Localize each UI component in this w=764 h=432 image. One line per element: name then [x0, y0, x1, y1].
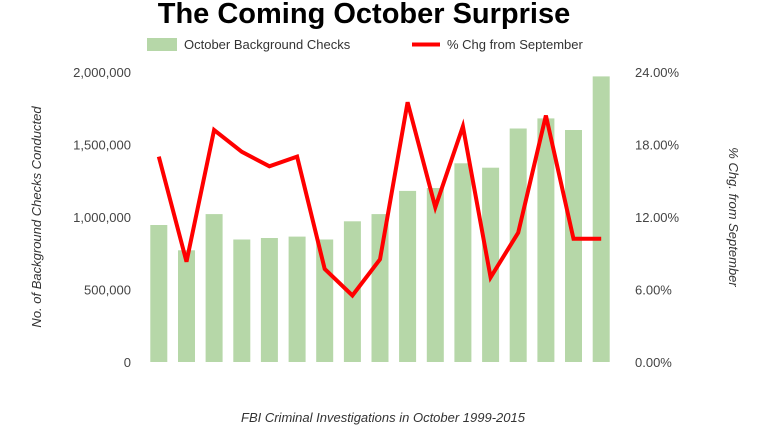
legend: October Background Checks % Chg from Sep… — [147, 37, 584, 52]
legend-swatch-bar — [147, 38, 177, 51]
y-axis-right: 0.00% 6.00% 12.00% 18.00% 24.00% — [635, 65, 680, 370]
bar — [343, 221, 361, 362]
y2-tick-label: 12.00% — [635, 210, 680, 225]
y2-tick-label: 0.00% — [635, 355, 672, 370]
bar — [454, 163, 472, 362]
y2-tick-label: 24.00% — [635, 65, 680, 80]
y2-tick-label: 18.00% — [635, 138, 680, 153]
x-axis-title: FBI Criminal Investigations in October 1… — [241, 410, 526, 425]
y2-tick-label: 6.00% — [635, 283, 672, 298]
bar — [178, 250, 195, 362]
bar — [565, 130, 582, 362]
bar — [399, 190, 417, 362]
bar — [150, 225, 168, 362]
y-axis-title: No. of Background Checks Conducted — [29, 106, 44, 328]
y-tick-label: 2,000,000 — [73, 65, 131, 80]
bar — [260, 238, 278, 362]
chart-title: The Coming October Surprise — [158, 0, 571, 30]
bar — [537, 118, 555, 363]
bar — [371, 214, 389, 362]
bar — [316, 239, 334, 362]
legend-label-bar: October Background Checks — [184, 37, 351, 52]
bar-series — [150, 76, 610, 363]
bar — [509, 128, 527, 362]
bar — [426, 188, 444, 362]
bar — [205, 214, 223, 362]
bar — [482, 167, 500, 362]
legend-label-line: % Chg from September — [447, 37, 584, 52]
y-tick-label: 1,500,000 — [73, 138, 131, 153]
y2-axis-title: % Chg. from September — [726, 147, 741, 287]
y-axis-left: 0 500,000 1,000,000 1,500,000 2,000,000 — [73, 65, 131, 370]
y-tick-label: 500,000 — [84, 283, 131, 298]
bar — [233, 239, 251, 362]
bar — [592, 76, 610, 363]
line-series — [156, 101, 602, 299]
bar — [288, 236, 306, 362]
y-tick-label: 1,000,000 — [73, 210, 131, 225]
y-tick-label: 0 — [124, 355, 131, 370]
